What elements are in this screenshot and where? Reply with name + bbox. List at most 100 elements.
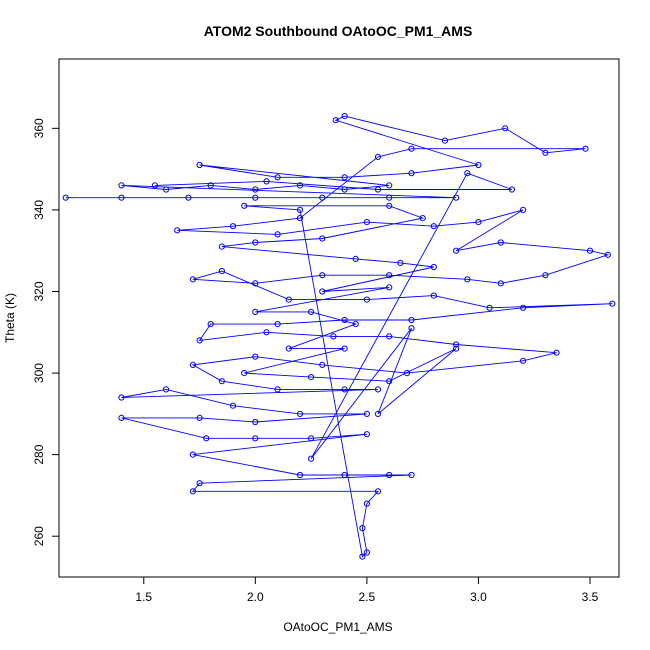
data-point: [582, 145, 589, 152]
data-point: [252, 353, 259, 360]
data-point: [319, 361, 326, 368]
data-point: [386, 272, 393, 279]
data-point: [363, 410, 370, 417]
data-point: [497, 239, 504, 246]
data-point: [386, 202, 393, 209]
data-point: [196, 480, 203, 487]
data-point: [296, 182, 304, 189]
data-point: [453, 194, 460, 201]
data-point: [218, 243, 225, 250]
data-point: [285, 345, 292, 352]
data-point: [475, 219, 482, 226]
data-point: [218, 268, 225, 275]
data-point: [151, 182, 158, 189]
x-tick-label: 2.5: [359, 590, 376, 604]
data-point: [341, 174, 348, 181]
data-point: [430, 292, 437, 299]
data-point: [196, 161, 203, 169]
data-point: [252, 239, 259, 246]
x-axis-label: OAtoOC_PM1_AMS: [283, 620, 392, 634]
data-point: [609, 300, 616, 307]
data-point: [374, 410, 382, 417]
y-axis: 260 280 300 320 340 360: [32, 118, 59, 546]
data-point: [408, 316, 415, 324]
data-point: [453, 247, 460, 254]
data-point: [386, 333, 393, 340]
data-point: [308, 455, 315, 462]
data-point: [319, 194, 326, 201]
data-point: [189, 361, 196, 368]
data-point: [252, 194, 259, 201]
data-point: [341, 471, 348, 479]
data-point: [185, 194, 192, 201]
data-point: [453, 341, 460, 348]
data-point: [241, 370, 248, 377]
data-point: [174, 227, 181, 234]
data-point: [308, 435, 315, 442]
data-point: [363, 296, 370, 303]
data-point: [430, 263, 437, 271]
data-point: [553, 349, 560, 356]
data-point: [341, 113, 348, 120]
data-point: [352, 321, 359, 328]
data-point: [229, 223, 237, 230]
data-point: [502, 125, 509, 132]
data-point: [263, 329, 270, 336]
data-point: [341, 386, 348, 393]
data-point: [542, 272, 549, 279]
data-layer: [62, 113, 616, 560]
x-tick-label: 1.5: [135, 590, 152, 604]
plot-frame: [58, 58, 620, 578]
series-line: [65, 115, 613, 558]
data-point: [520, 304, 527, 311]
data-point: [408, 145, 415, 152]
data-point: [374, 153, 382, 160]
data-point: [203, 435, 210, 442]
x-tick-label: 2.0: [247, 590, 264, 604]
x-tick-label: 3.5: [582, 590, 599, 604]
data-point: [62, 194, 69, 201]
data-point: [252, 435, 259, 442]
data-point: [296, 471, 304, 479]
data-point: [189, 276, 196, 283]
data-point: [332, 117, 339, 124]
data-point: [341, 186, 348, 193]
data-point: [330, 333, 337, 340]
data-point: [363, 500, 370, 507]
data-point: [196, 337, 203, 344]
data-point: [475, 161, 482, 169]
data-point: [453, 345, 460, 352]
data-point: [408, 471, 415, 479]
data-point: [430, 223, 437, 230]
data-point: [263, 178, 270, 185]
data-point: [352, 255, 359, 262]
data-point: [252, 280, 259, 287]
data-point: [508, 186, 515, 193]
data-point: [520, 357, 527, 364]
data-point: [118, 182, 125, 189]
data-point: [308, 308, 315, 315]
data-point: [163, 186, 170, 193]
data-point: [118, 194, 125, 201]
data-point: [386, 284, 393, 291]
data-point: [386, 194, 393, 201]
data-point: [363, 549, 370, 556]
data-point: [252, 186, 259, 193]
data-point: [374, 186, 382, 193]
data-point: [163, 386, 170, 393]
data-point: [363, 219, 370, 226]
data-point: [189, 488, 196, 495]
data-point: [274, 386, 281, 393]
y-tick-label: 360: [32, 118, 46, 138]
data-point: [207, 182, 214, 189]
data-point: [374, 488, 382, 495]
data-point: [252, 308, 259, 315]
data-point: [363, 431, 370, 438]
data-point: [497, 280, 504, 287]
data-point: [374, 386, 382, 393]
data-point: [464, 276, 471, 283]
y-tick-label: 260: [32, 526, 46, 546]
data-point: [308, 374, 315, 381]
data-point: [218, 378, 225, 385]
